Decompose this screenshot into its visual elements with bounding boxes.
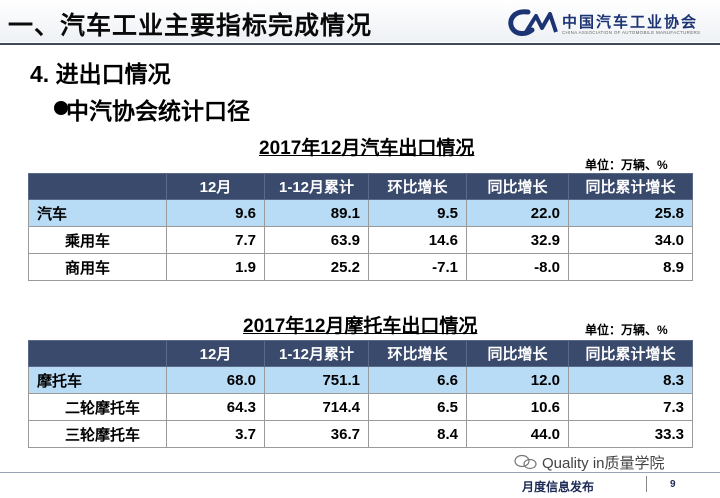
table-cell: 22.0 [466, 199, 569, 227]
table-cell: 12.0 [466, 366, 569, 394]
column-header: 1-12月累计 [264, 173, 369, 200]
table-cell: 6.5 [368, 393, 467, 421]
table-cell: 10.6 [466, 393, 569, 421]
moto-export-table: 12月 1-12月累计 环比增长 同比增长 同比累计增长 摩托车 68.0 751.1 6.6 1… [28, 340, 693, 448]
column-header: 1-12月累计 [264, 340, 369, 367]
column-header [28, 173, 167, 200]
page-title: 一、汽车工业主要指标完成情况 [8, 12, 373, 40]
table-cell: 9.5 [368, 199, 467, 227]
table-header-row: 12月 1-12月累计 环比增长 同比增长 同比累计增长 [28, 340, 693, 367]
table-cell: 68.0 [166, 366, 265, 394]
column-header: 12月 [166, 340, 265, 367]
table-row: 摩托车 68.0 751.1 6.6 12.0 8.3 [28, 366, 693, 394]
bullet-icon [54, 101, 68, 115]
row-label: 摩托车 [28, 366, 167, 394]
column-header: 环比增长 [368, 173, 467, 200]
table-row: 三轮摩托车 3.7 36.7 8.4 44.0 33.3 [28, 420, 693, 448]
page-number: 9 [670, 479, 676, 490]
table-cell: 1.9 [166, 253, 265, 281]
section-title: 4. 进出口情况 [30, 61, 171, 87]
column-header: 同比增长 [466, 340, 569, 367]
sub-title: 中汽协会统计口径 [66, 98, 250, 124]
logo-text: 中国汽车工业协会 [562, 14, 699, 31]
table-row: 汽车 9.6 89.1 9.5 22.0 25.8 [28, 199, 693, 227]
table-cell: 8.9 [568, 253, 693, 281]
table-cell: 32.9 [466, 226, 569, 254]
table-row: 二轮摩托车 64.3 714.4 6.5 10.6 7.3 [28, 393, 693, 421]
row-label: 二轮摩托车 [28, 393, 167, 421]
table-cell: 7.3 [568, 393, 693, 421]
table-cell: 6.6 [368, 366, 467, 394]
column-header: 同比累计增长 [568, 173, 693, 200]
row-label: 汽车 [28, 199, 167, 227]
table-cell: 89.1 [264, 199, 369, 227]
table-cell: 9.6 [166, 199, 265, 227]
row-label: 三轮摩托车 [28, 420, 167, 448]
header-divider [0, 43, 720, 45]
table-cell: 33.3 [568, 420, 693, 448]
table-cell: 25.8 [568, 199, 693, 227]
wechat-icon [514, 454, 537, 470]
table-row: 乘用车 7.7 63.9 14.6 32.9 34.0 [28, 226, 693, 254]
column-header: 12月 [166, 173, 265, 200]
table-cell: 64.3 [166, 393, 265, 421]
table-cell: 14.6 [368, 226, 467, 254]
column-header: 环比增长 [368, 340, 467, 367]
table-header-row: 12月 1-12月累计 环比增长 同比增长 同比累计增长 [28, 173, 693, 200]
footer-text: 月度信息发布 [522, 480, 595, 494]
car-table-title: 2017年12月汽车出口情况 [259, 138, 475, 159]
logo-subtext: CHINA ASSOCIATION OF AUTOMOBILE MANUFACT… [562, 30, 701, 35]
moto-table-unit: 单位：万辆、% [585, 323, 668, 337]
table-cell: 36.7 [264, 420, 369, 448]
footer-separator [646, 476, 647, 492]
table-cell: 63.9 [264, 226, 369, 254]
column-header: 同比增长 [466, 173, 569, 200]
row-label: 乘用车 [28, 226, 167, 254]
footer-divider [0, 472, 720, 473]
table-cell: 25.2 [264, 253, 369, 281]
table-cell: 3.7 [166, 420, 265, 448]
table-cell: 34.0 [568, 226, 693, 254]
column-header: 同比累计增长 [568, 340, 693, 367]
car-table-unit: 单位：万辆、% [585, 158, 668, 172]
watermark-text: Quality in质量学院 [542, 455, 665, 472]
caam-logo-icon [508, 9, 558, 36]
table-cell: -7.1 [368, 253, 467, 281]
table-cell: 7.7 [166, 226, 265, 254]
table-cell: -8.0 [466, 253, 569, 281]
caam-logo: 中国汽车工业协会 CHINA ASSOCIATION OF AUTOMOBILE… [506, 8, 716, 40]
header-band [0, 0, 720, 42]
table-row: 商用车 1.9 25.2 -7.1 -8.0 8.9 [28, 253, 693, 281]
table-cell: 44.0 [466, 420, 569, 448]
table-cell: 751.1 [264, 366, 369, 394]
moto-table-title: 2017年12月摩托车出口情况 [243, 316, 478, 337]
table-cell: 8.4 [368, 420, 467, 448]
table-cell: 8.3 [568, 366, 693, 394]
row-label: 商用车 [28, 253, 167, 281]
table-cell: 714.4 [264, 393, 369, 421]
column-header [28, 340, 167, 367]
car-export-table: 12月 1-12月累计 环比增长 同比增长 同比累计增长 汽车 9.6 89.1 9.5 22.0… [28, 173, 693, 281]
